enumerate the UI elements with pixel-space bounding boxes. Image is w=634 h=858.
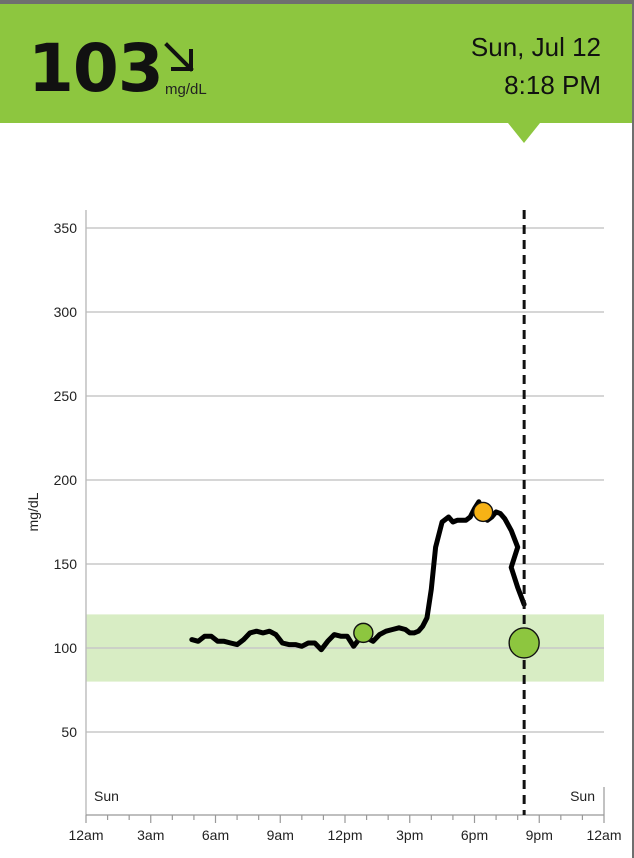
x-tick-label: 12am <box>586 827 621 843</box>
x-tick-label: 9pm <box>526 827 553 843</box>
x-tick-label: 6pm <box>461 827 488 843</box>
y-axis-title: mg/dL <box>25 492 41 531</box>
current-reading-value: 103 <box>28 30 164 107</box>
glucose-marker-1 <box>472 501 494 523</box>
window-top-border <box>0 0 634 4</box>
day-label-left: Sun <box>94 788 119 804</box>
y-tick-label: 50 <box>61 724 77 740</box>
x-tick-label: 3pm <box>396 827 423 843</box>
x-tick-label: 9am <box>267 827 294 843</box>
y-tick-label: 150 <box>54 556 78 572</box>
reading-date: Sun, Jul 12 <box>470 32 601 62</box>
arrow-down-right-icon <box>164 42 194 72</box>
window-right-border <box>632 4 634 858</box>
y-tick-label: 350 <box>54 220 78 236</box>
glucose-marker-0 <box>353 622 374 644</box>
reading-header: 103 mg/dL Sun, Jul 12 8:18 PM <box>0 4 634 123</box>
current-reading-marker <box>508 627 540 659</box>
y-tick-label: 200 <box>54 472 78 488</box>
x-tick-label: 12pm <box>327 827 362 843</box>
y-tick-label: 100 <box>54 640 78 656</box>
reading-unit: mg/dL <box>165 81 207 98</box>
x-tick-label: 3am <box>137 827 164 843</box>
reading-time: 8:18 PM <box>504 70 601 100</box>
x-tick-label: 12am <box>68 827 103 843</box>
header-pointer <box>508 123 540 143</box>
y-tick-label: 250 <box>54 388 78 404</box>
x-tick-label: 6am <box>202 827 229 843</box>
y-tick-label: 300 <box>54 304 78 320</box>
day-label-right: Sun <box>570 788 595 804</box>
